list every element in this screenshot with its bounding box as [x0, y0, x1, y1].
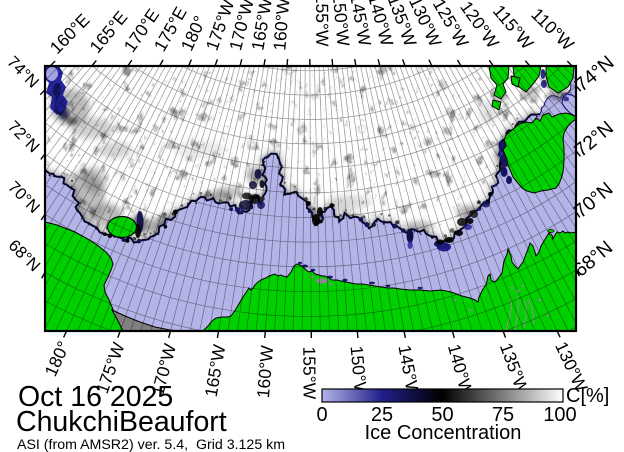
- svg-text:160°W: 160°W: [253, 344, 277, 399]
- svg-text:155°W: 155°W: [312, 0, 332, 47]
- svg-text:Oct 16 2025: Oct 16 2025: [18, 381, 173, 413]
- svg-text:Ice Concentration: Ice Concentration: [365, 422, 522, 444]
- svg-text:0: 0: [316, 404, 327, 426]
- svg-text:50: 50: [431, 404, 453, 426]
- svg-text:C[%]: C[%]: [566, 385, 609, 407]
- svg-text:ChukchiBeaufort: ChukchiBeaufort: [16, 406, 227, 438]
- svg-text:160°W: 160°W: [269, 0, 293, 51]
- svg-text:155°W: 155°W: [299, 346, 319, 399]
- svg-text:100: 100: [543, 404, 576, 426]
- svg-text:75: 75: [492, 404, 514, 426]
- svg-text:25: 25: [371, 404, 393, 426]
- svg-text:ASI (from AMSR2) ver. 5.4, Gr: ASI (from AMSR2) ver. 5.4, Grid 3.125 km: [17, 437, 285, 452]
